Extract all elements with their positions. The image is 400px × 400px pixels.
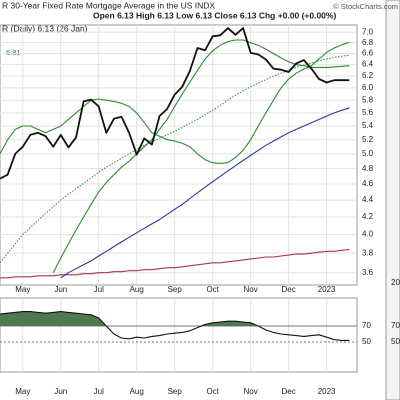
y-tick-label: 4.2 [362,212,374,221]
y-tick-label: 6.2 [362,71,374,80]
y-tick-label: 5.0 [362,149,374,158]
y-tick-label: 5.8 [362,95,374,104]
x-tick-label: May [15,285,30,294]
y-tick-label: 70 [362,321,371,330]
indicator-panel [0,297,358,373]
x-tick-label: Dec [282,285,296,294]
last-value-label: 6.81 [6,48,21,57]
y-tick-label: 5.2 [362,135,374,144]
y-tick-label: 3.6 [362,268,374,277]
y-tick-label: 5.6 [362,108,374,117]
side-panel [385,0,400,400]
y-tick-label: 6.6 [362,49,374,58]
y-tick-label: 4.0 [362,230,374,239]
x-tick-label: Aug [130,387,144,396]
x-tick-label: Nov [244,387,258,396]
side-label: 70 [391,321,400,330]
area [0,311,350,326]
series-line [0,27,350,180]
x-tick-label: Jun [54,387,67,396]
source: © StockCharts.com [333,2,398,11]
y-tick-label: 4.4 [362,195,374,204]
series-line [52,39,350,273]
side-label: 50 [391,337,400,346]
x-tick-label: Jun [54,285,67,294]
y-tick-label: 4.8 [362,164,374,173]
y-tick-label: 6.4 [362,60,374,69]
series-line [0,248,350,279]
legend-label: R (Daily) 6.13 (26 Jan) [2,23,88,33]
x-tick-label: Sep [168,285,183,294]
chart-title: R 30-Year Fixed Rate Mortgage Average in… [2,0,215,10]
subtitle: Open 6.13 High 6.13 Low 6.13 Close 6.13 … [93,10,336,20]
x-tick-label: Oct [206,387,219,396]
x-tick-label: May [15,387,30,396]
y-tick-label: 6.0 [362,83,374,92]
series-line [0,41,350,164]
y-tick-label: 7.0 [362,27,374,36]
x-tick-label: Aug [130,285,144,294]
x-tick-label: Nov [244,285,258,294]
y-tick-label: 4.6 [362,179,374,188]
x-tick-label: Dec [282,387,296,396]
x-tick-label: 2023 [318,387,336,396]
x-tick-label: Sep [168,387,183,396]
y-tick-label: 6.8 [362,38,374,47]
series-line [0,54,350,264]
y-tick-label: 50 [362,337,371,346]
x-tick-label: 2023 [318,285,336,294]
series-line [60,107,350,279]
x-tick-label: Jul [94,285,104,294]
x-tick-label: Jul [94,387,104,396]
x-tick-label: Oct [206,285,219,294]
price-panel [0,24,358,286]
y-tick-label: 5.4 [362,121,374,130]
series-line [0,311,350,341]
side-label: 20 [391,278,400,287]
y-tick-label: 3.8 [362,248,374,257]
